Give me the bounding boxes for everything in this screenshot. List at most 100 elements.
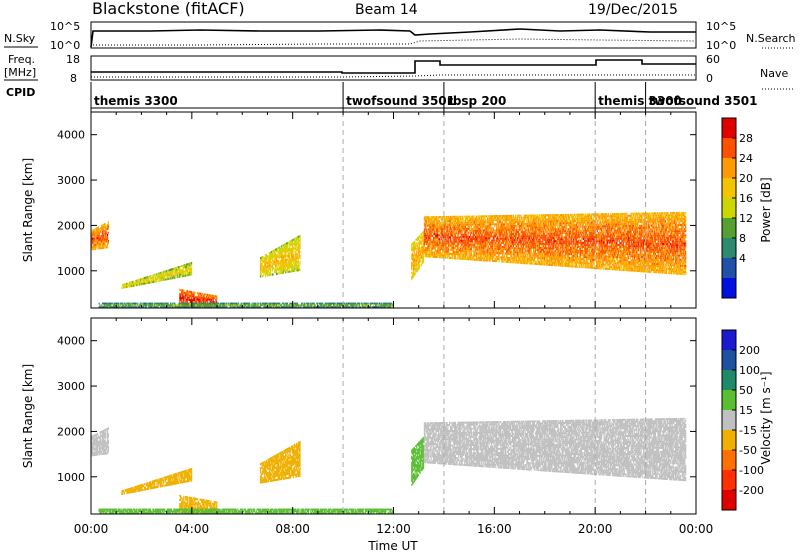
power-cell-5-45-13 [461,231,463,234]
power-cell-5-15-20 [436,216,438,219]
power-cell-5-30-13 [449,230,451,233]
power-cell-2-26-5 [201,294,203,297]
power-cell-5-19-20 [439,216,441,219]
power-cell-5-20-5 [440,246,442,249]
power-cell-5-139-17 [540,228,542,231]
power-cell-5-41-17 [458,222,460,225]
power-cell-1-70-2 [180,271,182,274]
power-cell-3-17-12 [274,249,276,252]
power-cell-1-45-3 [159,274,161,276]
power-cell-5-178-21 [573,222,575,225]
power-cell-3-20-6 [276,260,278,263]
power-cell-3-27-0 [282,271,284,274]
power-cell-5-143-15 [543,232,546,235]
power-cell-1-68-3 [178,270,180,272]
power-cell-4-2-15 [412,243,414,246]
power-cell-5-145-7 [545,249,547,252]
power-cell-3-45-11 [297,246,299,249]
power-cell-4-9-1 [418,264,420,267]
power-cell-4-10-3 [419,259,421,262]
power-cell-5-68-18 [480,221,483,224]
power-cell-5-171-22 [567,220,569,222]
power-cell-5-108-4 [514,253,516,256]
power-cell-5-80-15 [491,229,493,232]
power-cell-3-45-9 [297,250,299,253]
power-cell-0-3-0 [93,247,95,250]
power-cell-5-173-1 [569,263,571,266]
power-cell-5-120-17 [524,227,526,230]
power-cell-5-52-5 [467,248,469,250]
power-cell-3-41-13 [294,243,296,246]
power-cell-0-8-2 [97,243,99,246]
power-cell-5-177-2 [572,261,574,264]
power-cell-0-13-5 [101,236,104,239]
power-cell-5-148-17 [548,228,550,231]
power-cell-3-6-9 [264,256,267,259]
power-cell-1-59-2 [170,272,172,275]
power-cell-3-8-0 [266,274,268,277]
power-cell-0-3-2 [93,243,95,246]
power-cell-5-68-3 [480,252,483,255]
noise-sky-line [90,28,696,48]
power-cell-3-12-10 [270,253,272,256]
power-cell-5-59-16 [473,225,475,228]
power-cell-5-53-11 [468,235,470,238]
power-cell-5-35-20 [453,215,455,218]
power-cell-0-0-4 [91,240,93,243]
power-cell-5-29-15 [448,226,450,229]
power-cell-3-41-11 [294,247,296,250]
power-cell-5-51-1 [466,256,468,259]
power-cell-2-17-3 [193,299,195,302]
power-cell-0-7-10 [96,226,99,229]
power-cell-5-6-19 [428,216,430,219]
power-cell-0-6-2 [96,243,98,246]
power-cell-3-31-3 [285,265,288,267]
power-cell-5-65-20 [478,217,480,220]
power-cell-5-44-3 [460,251,462,254]
power-cell-5-33-17 [451,222,453,225]
power-cell-5-34-4 [452,248,454,251]
power-cell-5-33-0 [451,257,453,260]
power-cell-1-43-0 [157,279,159,282]
power-cell-3-31-13 [285,244,288,247]
power-cell-3-13-8 [270,257,272,260]
power-cell-5-136-4 [538,255,540,257]
power-cell-5-52-19 [467,219,469,222]
power-cell-5-161-2 [559,260,561,263]
power-cell-5-42-10 [459,236,461,239]
power-cell-5-26-17 [445,222,447,225]
power-cell-1-9-0 [128,285,130,288]
power-cell-3-24-11 [280,249,282,252]
power-cell-5-46-17 [462,223,464,226]
power-cell-4-6-14 [416,242,418,245]
power-cell-5-15-10 [436,236,438,239]
power-cell-5-110-18 [516,224,518,227]
power-cell-5-22-7 [442,242,444,245]
power-cell-4-11-6 [420,252,422,255]
power-cell-3-39-2 [292,265,294,268]
power-cell-5-61-2 [475,254,477,257]
power-cell-5-78-11 [489,237,491,240]
power-cell-3-21-5 [277,262,279,265]
power-cell-1-46-2 [159,275,162,278]
power-cell-5-23-15 [443,226,445,229]
power-cell-5-60-7 [474,244,476,247]
power-cell-5-99-13 [506,234,509,237]
power-cell-5-48-7 [464,243,466,246]
station-title: Blackstone (fitACF) [92,0,245,18]
power-cell-5-169-20 [565,224,567,227]
power-cell-3-22-8 [278,256,280,259]
power-cell-2-34-3 [207,298,209,301]
power-cell-5-41-10 [458,236,460,239]
power-cell-5-55-1 [470,256,472,259]
power-cell-1-14-1 [133,282,135,285]
power-cell-5-35-15 [453,226,455,229]
power-cell-1-26-3 [143,277,145,280]
power-cell-1-70-1 [180,273,182,276]
power-cell-2-13-6 [190,292,192,295]
power-cell-5-48-16 [464,225,466,228]
power-cell-5-38-19 [455,217,457,220]
power-cell-5-67-6 [480,246,482,249]
power-cell-5-53-17 [468,223,470,226]
power-cell-3-3-9 [262,255,264,258]
